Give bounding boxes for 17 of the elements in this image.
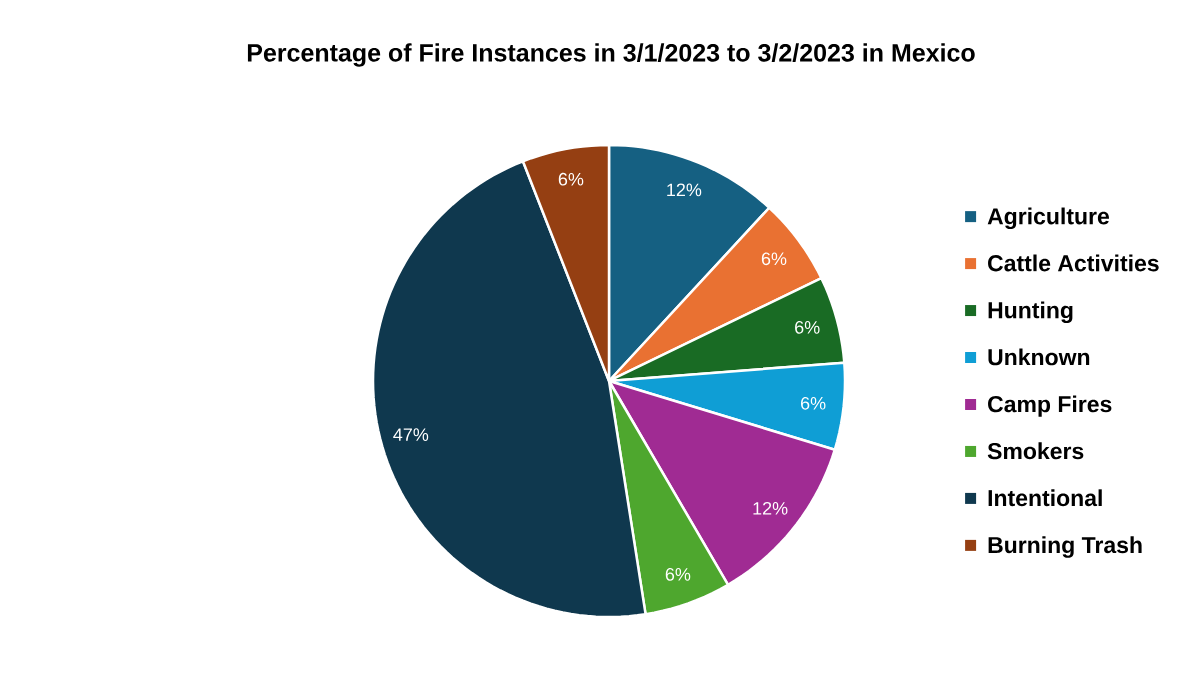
legend-label: Intentional xyxy=(988,489,1102,507)
legend-label: Smokers xyxy=(987,442,1084,460)
data-label: 6% xyxy=(665,568,691,581)
legend-label: Hunting xyxy=(988,301,1073,324)
legend-label: Camp Fires xyxy=(988,395,1112,417)
legend-label: Agriculture xyxy=(987,207,1109,230)
data-label: 12% xyxy=(667,183,702,197)
data-label: 47% xyxy=(393,428,429,441)
legend-label: Cattle Activities xyxy=(988,254,1159,272)
chart-title: Percentage of Fire Instances in 3/1/2023 to 3/2/2023 in Mexico xyxy=(247,43,975,67)
legend-label: Burning Trash xyxy=(988,536,1142,558)
data-label: 6% xyxy=(761,252,787,266)
data-label: 6% xyxy=(558,172,584,186)
data-label: 12% xyxy=(753,501,788,515)
data-label: 6% xyxy=(795,320,820,334)
data-label: 6% xyxy=(801,396,826,410)
legend-label: Unknown xyxy=(988,348,1090,366)
